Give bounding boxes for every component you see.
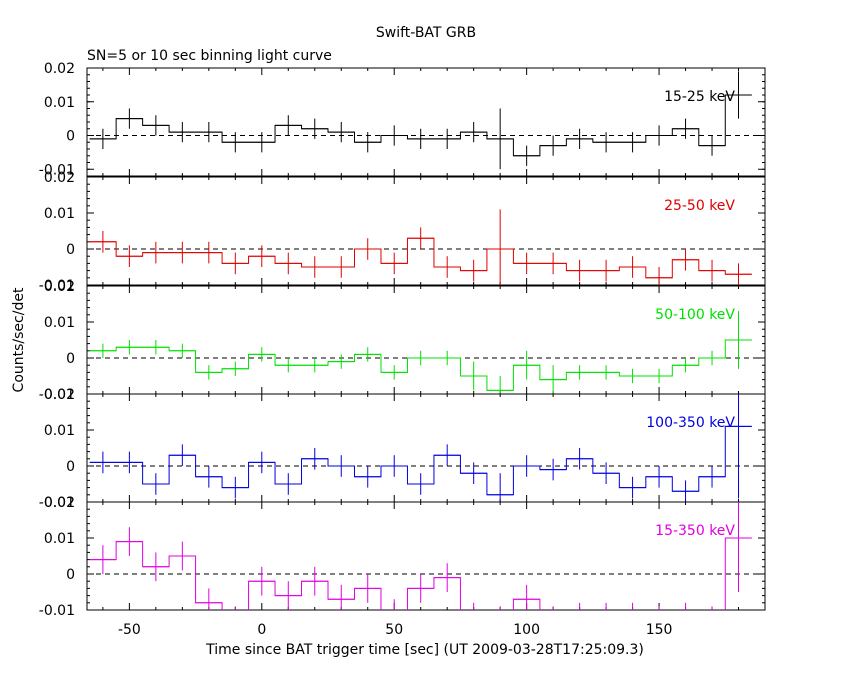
- x-tick-label: 0: [257, 622, 266, 638]
- y-tick-label: 0.01: [44, 95, 75, 111]
- y-tick-label: -0.01: [39, 162, 75, 178]
- y-tick-label: -0.01: [39, 603, 75, 619]
- chart-title: Swift-BAT GRB: [376, 25, 476, 41]
- y-tick-label: -0.01: [39, 495, 75, 511]
- y-tick-label: 0: [66, 459, 75, 475]
- y-tick-label: 0.02: [44, 61, 75, 77]
- y-tick-label: 0: [66, 129, 75, 145]
- x-axis: -50 0 50 100 150: [118, 622, 672, 638]
- chart-subtitle: SN=5 or 10 sec binning light curve: [87, 48, 332, 64]
- panel-frame: [86, 67, 766, 177]
- x-tick-label: 50: [385, 622, 403, 638]
- series-line: [89, 537, 752, 610]
- x-tick-label: -50: [118, 622, 141, 638]
- series-data: [89, 311, 752, 394]
- series-label: 15-25 keV: [664, 89, 735, 105]
- y-tick-label: 0.02: [44, 279, 75, 295]
- y-tick-label: 0: [66, 351, 75, 367]
- series-data: [89, 502, 752, 610]
- series-data: [89, 394, 752, 502]
- y-tick-label: 0.02: [44, 170, 75, 186]
- y-tick-label: 0.01: [44, 206, 75, 222]
- panel-4: -0.01 0 0.01 0.02 100-350 keV: [39, 387, 766, 511]
- panel-2: -0.01 0 0.01 0.02 25-50 keV: [39, 170, 766, 294]
- panel-frame: [86, 501, 766, 611]
- y-axis-label: Counts/sec/det: [11, 287, 27, 392]
- series-data: [89, 209, 752, 285]
- panels-group: -0.01 0 0.01 0.02 15-25 keV -0.01 0 0.01 0.02 25-…: [39, 61, 766, 619]
- panel-frame: [86, 393, 766, 503]
- y-tick-label: 0.02: [44, 387, 75, 403]
- y-tick-label: 0: [66, 567, 75, 583]
- x-tick-label: 150: [646, 622, 673, 638]
- panel-frame: [86, 176, 766, 286]
- series-label: 15-350 keV: [655, 523, 735, 539]
- y-tick-label: 0: [66, 242, 75, 258]
- panel-1: -0.01 0 0.01 0.02 15-25 keV: [39, 61, 766, 178]
- panel-3: -0.01 0 0.01 0.02 50-100 keV: [39, 279, 766, 403]
- y-tick-label: 0.01: [44, 531, 75, 547]
- series-data: [89, 71, 752, 170]
- series-label: 100-350 keV: [646, 415, 735, 431]
- y-tick-label: -0.01: [39, 387, 75, 403]
- panel-frame: [86, 285, 766, 395]
- series-label: 25-50 keV: [664, 198, 735, 214]
- series-label: 50-100 keV: [655, 307, 735, 323]
- y-tick-label: 0.01: [44, 315, 75, 331]
- y-tick-label: 0.01: [44, 423, 75, 439]
- y-tick-label: 0.02: [44, 495, 75, 511]
- x-axis-label: Time since BAT trigger time [sec] (UT 20…: [205, 642, 644, 658]
- x-tick-label: 100: [513, 622, 540, 638]
- panel-5: -0.01 0 0.01 0.02 15-350 keV: [39, 495, 766, 619]
- y-tick-label: -0.01: [39, 278, 75, 294]
